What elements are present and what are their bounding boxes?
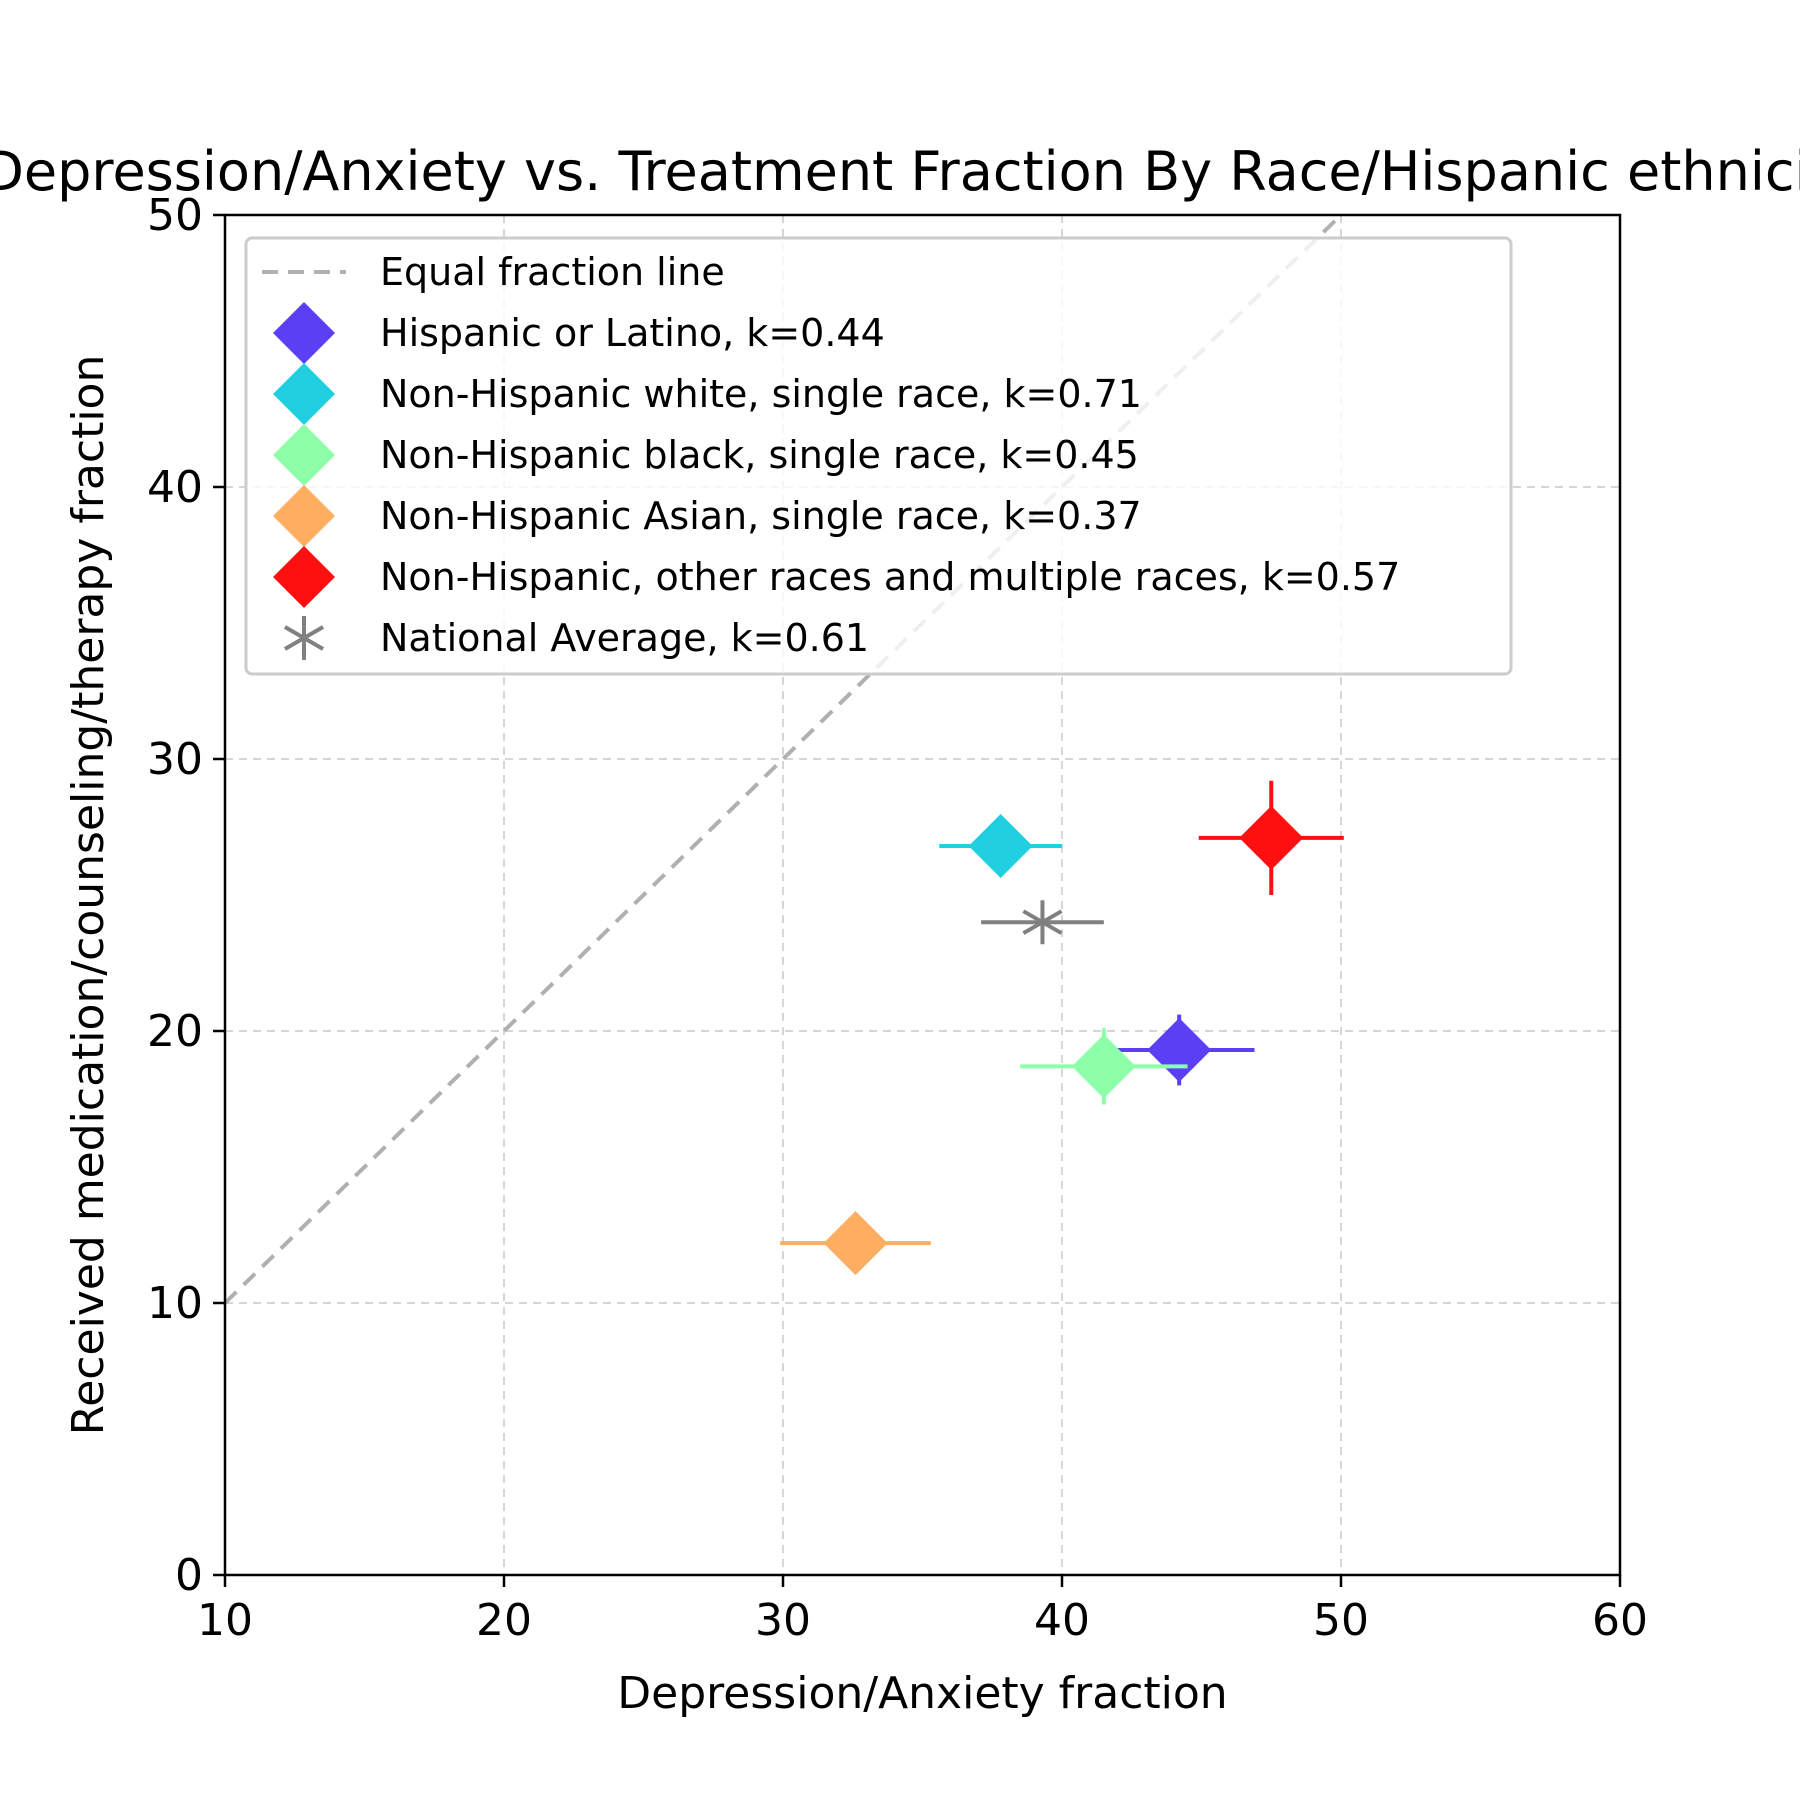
data-point-marker (1239, 805, 1304, 870)
legend: Equal fraction line Hispanic or Latino, k… (244, 236, 1513, 676)
y-axis-title: Received medication/counseling/therapy f… (63, 355, 114, 1436)
y-tick-label: 30 (147, 734, 203, 785)
data-point-group (939, 814, 1062, 879)
plot-frame (223, 213, 1622, 1577)
legend-diamond-swatch (273, 546, 335, 608)
y-tick-label: 20 (147, 1006, 203, 1057)
y-tick-label: 40 (147, 462, 203, 513)
points-layer (780, 780, 1344, 1276)
x-tick-label: 10 (197, 1595, 253, 1646)
legend-label: National Average, k=0.61 (380, 616, 869, 660)
data-point-marker (1147, 1018, 1212, 1083)
chart-title: Depression/Anxiety vs. Treatment Fractio… (0, 140, 1800, 203)
legend-label: Non-Hispanic, other races and multiple r… (380, 555, 1400, 599)
legend-label: Hispanic or Latino, k=0.44 (380, 311, 885, 355)
asterisk-stroke (1022, 909, 1063, 935)
x-tick-label: 50 (1313, 1595, 1369, 1646)
legend-box (244, 236, 1513, 676)
x-tick-label: 60 (1592, 1595, 1648, 1646)
x-axis-title: Depression/Anxiety fraction (617, 1668, 1227, 1719)
legend-asterisk-swatch (283, 616, 325, 660)
y-tick-label: 0 (175, 1550, 203, 1601)
data-point-group (780, 1211, 931, 1276)
legend-label: Non-Hispanic Asian, single race, k=0.37 (380, 494, 1142, 538)
asterisk-stroke (283, 625, 325, 651)
legend-diamond-swatch (273, 302, 335, 364)
data-point-marker (968, 814, 1033, 879)
y-tick-label: 10 (147, 1278, 203, 1329)
data-point-marker (823, 1211, 888, 1276)
data-point-group (1198, 780, 1344, 895)
y-tick-label: 50 (147, 190, 203, 241)
legend-label: Equal fraction line (380, 250, 725, 294)
legend-diamond-swatch (273, 424, 335, 486)
x-tick-label: 20 (476, 1595, 532, 1646)
legend-diamond-swatch (273, 485, 335, 547)
x-tick-label: 30 (755, 1595, 811, 1646)
data-point-group (981, 900, 1104, 945)
legend-label: Non-Hispanic black, single race, k=0.45 (380, 433, 1139, 477)
legend-diamond-swatch (273, 363, 335, 425)
data-point-marker (1071, 1034, 1136, 1099)
data-point-group (1020, 1028, 1188, 1105)
x-tick-label: 40 (1034, 1595, 1090, 1646)
legend-label: Non-Hispanic white, single race, k=0.71 (380, 372, 1142, 416)
